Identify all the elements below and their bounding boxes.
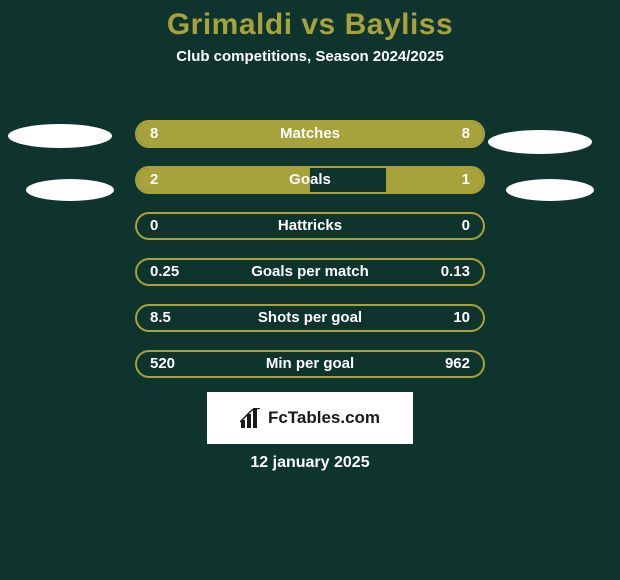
brand-badge: FcTables.com bbox=[207, 392, 413, 444]
page-title: Grimaldi vs Bayliss bbox=[0, 0, 620, 42]
stat-fill-right bbox=[386, 168, 483, 192]
decorative-ellipse bbox=[8, 124, 112, 148]
stat-track bbox=[135, 350, 485, 378]
stat-track bbox=[135, 212, 485, 240]
stats-rows: Matches88Goals21Hattricks00Goals per mat… bbox=[0, 120, 620, 396]
subtitle: Club competitions, Season 2024/2025 bbox=[0, 48, 620, 65]
stat-fill-left bbox=[137, 122, 310, 146]
stat-track bbox=[135, 304, 485, 332]
decorative-ellipse bbox=[26, 179, 114, 201]
stat-track bbox=[135, 258, 485, 286]
stat-row: Min per goal520962 bbox=[0, 350, 620, 378]
bar-chart-icon bbox=[240, 408, 262, 428]
stat-row: Shots per goal8.510 bbox=[0, 304, 620, 332]
decorative-ellipse bbox=[506, 179, 594, 201]
comparison-infographic: Grimaldi vs Bayliss Club competitions, S… bbox=[0, 0, 620, 580]
brand-text: FcTables.com bbox=[268, 408, 380, 428]
decorative-ellipse bbox=[488, 130, 592, 154]
stat-row: Goals per match0.250.13 bbox=[0, 258, 620, 286]
stat-fill-right bbox=[310, 122, 483, 146]
date-label: 12 january 2025 bbox=[250, 454, 369, 472]
stat-track bbox=[135, 166, 485, 194]
stat-fill-left bbox=[137, 168, 310, 192]
title-vs: vs bbox=[301, 8, 335, 41]
player2-name: Bayliss bbox=[345, 8, 454, 41]
player1-name: Grimaldi bbox=[167, 8, 293, 41]
stat-track bbox=[135, 120, 485, 148]
stat-row: Hattricks00 bbox=[0, 212, 620, 240]
